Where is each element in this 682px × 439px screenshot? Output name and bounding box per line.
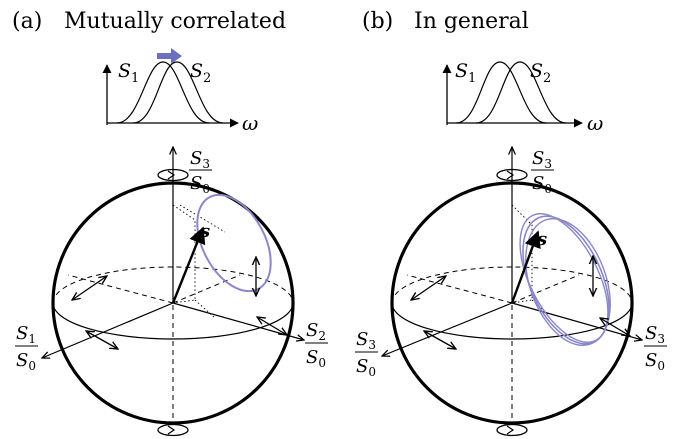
left-axis-label: S1 S0 [15,323,38,373]
top-axis-label: S3 S0 [531,148,554,196]
svg-text:S3: S3 [645,323,665,346]
panel-b: (b) In general S1 S2 ω [355,9,667,437]
vector-s-label: s [199,221,210,242]
equator-back [391,266,633,304]
svg-text:S2: S2 [306,320,326,343]
rotation-circle-bottom-icon [496,423,528,437]
spectra-inset: S1 S2 ω [442,60,603,135]
s1-axis-back [511,274,580,304]
s1-axis [382,302,513,356]
stokes-vector [510,230,541,304]
rotation-arrow-back-icon [411,276,446,300]
svg-text:S0: S0 [532,173,552,196]
panel-label: (b) [362,9,393,34]
svg-text:S3: S3 [532,148,552,171]
projection-lines [172,204,216,319]
rotation-arrow-right-icon [600,318,630,336]
projection-line-2 [179,204,226,233]
rotation-circle-top-icon [496,168,528,182]
poincare-sphere: s S3 S0 S1 S0 S2 [15,147,328,437]
s1-axis-back [172,274,241,304]
poincare-sphere: s S3 S0 S3 S0 S3 S0 [355,147,667,437]
rotation-circle-top-arrowhead [167,170,176,180]
svg-text:S3: S3 [356,329,376,352]
projection-lines [511,204,549,315]
rotation-circle-bottom-icon [157,423,189,437]
spectrum-s2-label: S2 [190,60,211,86]
spectrum-s1-curve [455,61,547,124]
spectrum-s2-label: S2 [530,60,551,86]
panel-title: Mutually correlated [64,9,286,34]
spectrum-s2-curve [132,61,224,124]
stokes-vector [171,226,206,304]
polarization-trajectory [519,213,611,347]
equator-back [52,266,294,304]
spectra-inset: S1 S2 ω [102,48,258,135]
left-axis-label: S3 S0 [355,329,378,379]
svg-text:S0: S0 [306,347,326,370]
top-axis-label: S3 S0 [189,148,212,196]
s1-axis [42,302,174,358]
svg-text:S3: S3 [190,148,210,171]
rotation-arrow-left-icon [424,331,456,349]
spectrum-omega-label: ω [587,111,603,135]
vector-s-label: s [536,229,547,250]
spectrum-s1-label: S1 [455,60,476,86]
spectrum-omega-label: ω [242,111,258,135]
s2-axis-back [67,274,174,304]
s2-axis [172,302,304,340]
spectrum-s2-curve [475,61,567,124]
right-axis-label: S3 S0 [644,323,667,373]
rotation-arrow-right-icon [257,317,287,335]
spectrum-s1-label: S1 [118,60,139,86]
svg-text:S0: S0 [645,350,665,373]
rotation-circle-bottom-arrowhead [167,425,176,435]
s2-axis [511,302,642,340]
panel-title: In general [414,9,529,34]
svg-text:S0: S0 [16,350,36,373]
panel-a: (a) Mutually correlated S1 S2 ω [12,9,328,437]
shift-arrow-icon [157,48,182,64]
svg-text:S0: S0 [190,173,210,196]
rotation-circle-top-icon [157,168,189,182]
rotation-arrow-left-icon [86,331,118,349]
rotation-arrow-back-icon [72,276,107,300]
right-axis-label: S2 S0 [305,320,328,370]
spectrum-s1-curve [116,61,210,124]
svg-text:S1: S1 [16,323,36,346]
rotation-circle-top-arrowhead [506,170,515,180]
panel-label: (a) [12,9,42,34]
svg-text:S0: S0 [356,356,376,379]
rotation-circle-bottom-arrowhead [506,425,515,435]
s2-axis-back [406,274,513,304]
